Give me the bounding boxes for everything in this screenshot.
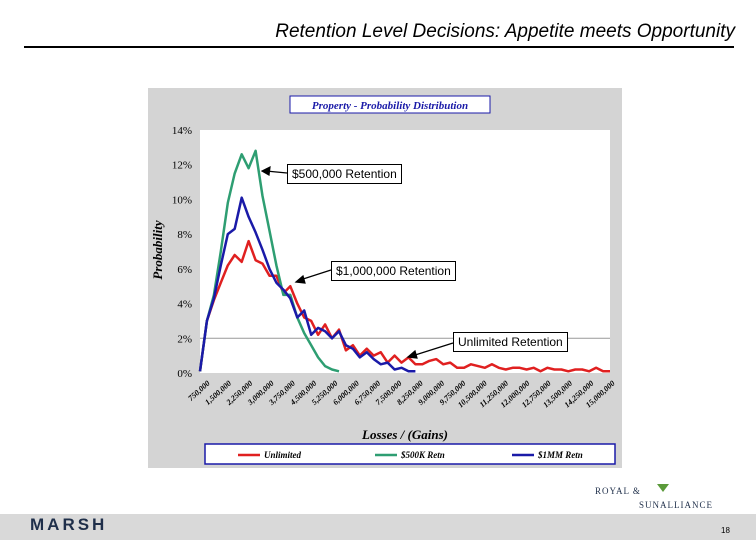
y-axis-title: Probability [150,220,165,279]
callout-unlimited: Unlimited Retention [453,332,568,352]
x-axis-title: Losses / (Gains) [361,427,448,442]
slide-title: Retention Level Decisions: Appetite meet… [275,21,735,42]
page-number: 18 [721,526,730,535]
arrowhead-unlimited [406,349,418,359]
y-tick-label: 2% [177,333,192,345]
arrow-1mm [299,269,332,281]
partner-logo: ROYAL & SUNALLIANCE [595,484,713,510]
legend-label: $500K Retn [400,450,445,460]
partner-logo-line1: ROYAL & [595,486,641,496]
y-tick-label: 0% [177,368,192,380]
chart-title: Property - Probability Distribution [312,100,468,112]
y-tick-label: 10% [172,194,192,206]
partner-logo-mark [657,484,669,492]
arrowhead-500k [260,165,271,176]
chart-title-box [289,95,491,114]
callout-arrows [260,165,454,359]
footer-logo: MARSH [30,515,108,534]
legend-label: $1MM Retn [537,450,583,460]
y-tick-label: 12% [172,160,192,172]
callout-1mm: $1,000,000 Retention [331,261,456,281]
callout-500k: $500,000 Retention [287,164,402,184]
arrow-unlimited [411,342,454,357]
series-line-c1mm [198,196,416,373]
y-tick-label: 14% [172,125,192,137]
y-tick-labels: 0% 2% 4% 6% 8% 10% 12% 14% [172,125,192,380]
series-layer [198,149,610,373]
footer-band [0,514,756,540]
partner-logo-line2: SUNALLIANCE [639,500,713,510]
series-line-c500k [198,149,340,373]
title-rule [24,46,734,48]
series-line-unlimited [198,239,610,373]
legend [204,443,616,465]
legend-items: Unlimited $500K Retn $1MM Retn [238,450,583,460]
y-tick-label: 4% [177,299,192,311]
legend-label: Unlimited [264,450,302,460]
y-tick-label: 8% [177,229,192,241]
arrowhead-1mm [294,274,306,284]
y-tick-label: 6% [177,264,192,276]
